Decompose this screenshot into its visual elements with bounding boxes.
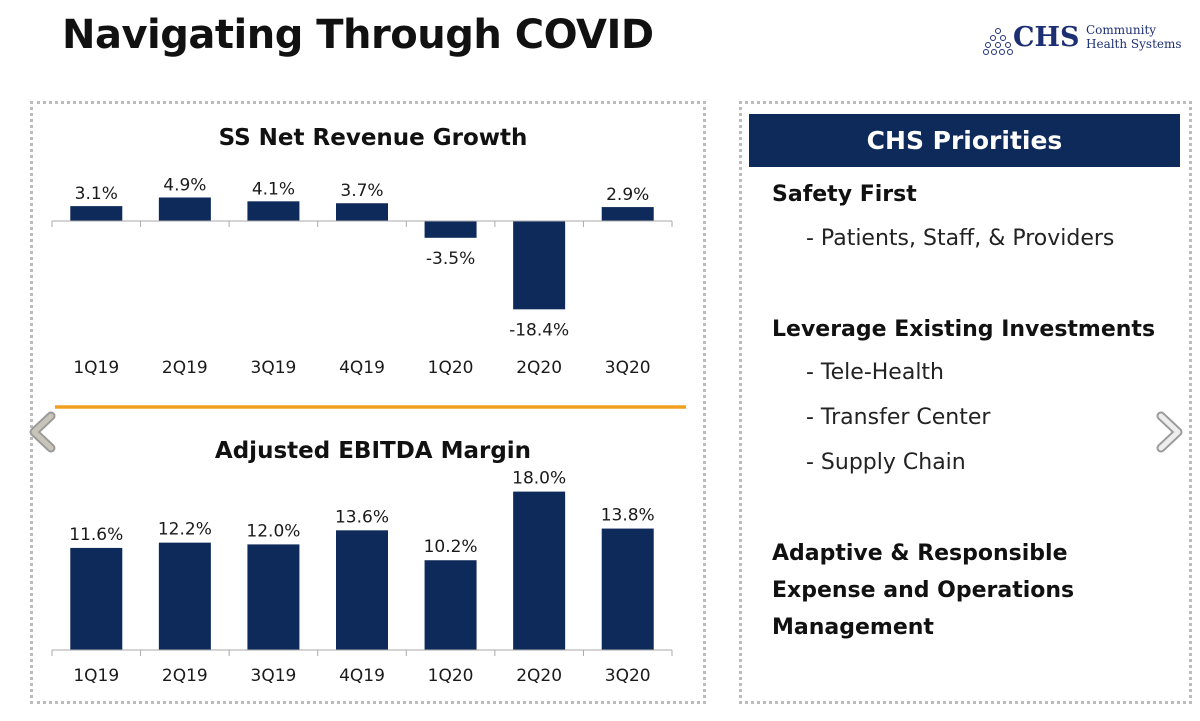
chart-2-data-label-4q19: 13.6%: [335, 507, 389, 527]
priorities-panel: CHS Priorities Safety First - Patients, …: [739, 101, 1192, 704]
logo-abbr: CHS: [1013, 22, 1080, 53]
chart-2-tick-label-4q19: 4Q19: [339, 666, 385, 686]
chart-2-bar-3q19: [247, 544, 300, 650]
chart-2-title: Adjusted EBITDA Margin: [215, 438, 531, 464]
chart-1-data-label-3q19: 4.1%: [252, 179, 295, 199]
chart-1-data-label-1q19: 3.1%: [75, 184, 118, 204]
priority-item-supply-chain: - Supply Chain: [806, 450, 966, 475]
chart-2-data-label-3q20: 13.8%: [601, 506, 655, 526]
logo-line-1: Community: [1086, 23, 1157, 37]
priority-item-transfer-center: - Transfer Center: [806, 405, 991, 430]
chevron-right-icon[interactable]: [1152, 410, 1188, 454]
chart-1-bar-3q19: [247, 201, 300, 221]
chart-2-tick-label-1q19: 1Q19: [73, 666, 119, 686]
chart-2-data-label-2q20: 18.0%: [512, 469, 566, 489]
chart-1-bar-4q19: [336, 203, 388, 221]
chart-1-data-label-1q20: -3.5%: [426, 249, 475, 269]
chart-1-bar-1q20: [424, 221, 477, 238]
charts-svg: SS Net Revenue Growth 3.1% 1Q19 4.9% 2Q19 4.1…: [51, 125, 686, 686]
chart-1-bar-2q20: [513, 221, 566, 310]
priority-heading-adaptive-line-1: Adaptive & Responsible: [772, 541, 1068, 566]
logo-dots-icon: [983, 28, 1015, 56]
chart-2-data-label-3q19: 12.0%: [246, 521, 300, 541]
chart-2-tick-label-3q19: 3Q19: [251, 666, 297, 686]
chart-2-bar-1q20: [424, 560, 477, 650]
chart-2-bar-4q19: [336, 530, 388, 650]
chart-2-bar-2q19: [158, 542, 211, 650]
chs-logo: CHS Community Health Systems: [983, 20, 1193, 60]
chart-1-tick-label-3q20: 3Q20: [605, 358, 651, 378]
chart-2-bar-2q20: [513, 491, 566, 650]
chart-2-bar-1q19: [70, 547, 123, 650]
chart-2-data-label-1q20: 10.2%: [424, 537, 478, 557]
chart-1-data-label-3q20: 2.9%: [606, 185, 649, 205]
priority-heading-adaptive: Adaptive & Responsible Expense and Opera…: [772, 535, 1074, 646]
chart-2-tick-label-2q19: 2Q19: [162, 666, 208, 686]
chart-1-tick-label-4q19: 4Q19: [339, 358, 385, 378]
chart-2-bar-3q20: [601, 528, 654, 650]
priority-heading-adaptive-line-2: Expense and Operations: [772, 578, 1075, 603]
priority-heading-safety: Safety First: [772, 182, 917, 207]
chart-1-data-label-4q19: 3.7%: [340, 181, 383, 201]
chart-1-tick-label-1q20: 1Q20: [428, 358, 474, 378]
chart-2-tick-label-3q20: 3Q20: [605, 666, 651, 686]
priority-heading-leverage: Leverage Existing Investments: [772, 317, 1156, 342]
priority-item-telehealth: - Tele-Health: [806, 360, 944, 385]
priorities-header: CHS Priorities: [749, 114, 1180, 167]
logo-full-name: Community Health Systems: [1086, 23, 1182, 51]
chart-2-tick-label-1q20: 1Q20: [428, 666, 474, 686]
chart-1-data-label-2q20: -18.4%: [509, 320, 569, 340]
chart-1-bar-2q19: [158, 197, 211, 221]
chart-1-tick-label-2q19: 2Q19: [162, 358, 208, 378]
priority-item-patients: - Patients, Staff, & Providers: [806, 226, 1115, 251]
chart-2-data-label-2q19: 12.2%: [158, 520, 212, 540]
chevron-left-icon[interactable]: [24, 410, 60, 454]
chart-1-tick-label-3q19: 3Q19: [251, 358, 297, 378]
chart-2-data-label-1q19: 11.6%: [69, 525, 123, 545]
logo-line-2: Health Systems: [1086, 37, 1182, 51]
page-title: Navigating Through COVID: [62, 12, 654, 58]
chart-1-tick-label-2q20: 2Q20: [516, 358, 562, 378]
chart-1-tick-label-1q19: 1Q19: [73, 358, 119, 378]
chart-1-title: SS Net Revenue Growth: [219, 125, 528, 151]
chart-2-tick-label-2q20: 2Q20: [516, 666, 562, 686]
priority-heading-adaptive-line-3: Management: [772, 615, 934, 640]
chart-1-bar-1q19: [70, 206, 123, 221]
chart-1-data-label-2q19: 4.9%: [163, 175, 206, 195]
charts-panel: SS Net Revenue Growth 3.1% 1Q19 4.9% 2Q19 4.1…: [30, 101, 706, 704]
chart-1-bar-3q20: [601, 207, 654, 221]
